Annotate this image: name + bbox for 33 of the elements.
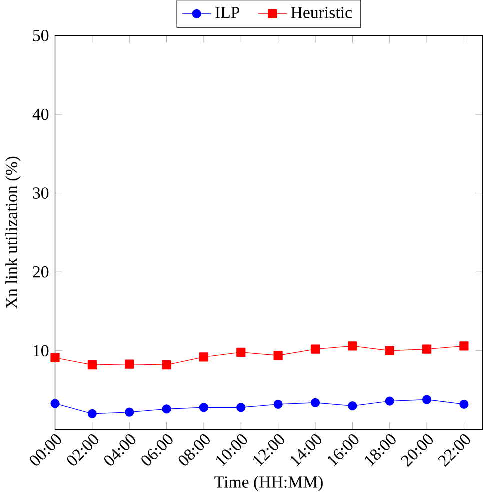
y-tick-label: 10 [34,345,49,357]
y-tick-label: 30 [33,188,49,199]
point [385,346,394,356]
legend-label: ILP [215,7,240,18]
point [236,403,246,412]
point [199,403,208,412]
point [199,352,208,362]
point [162,404,172,414]
point [125,408,134,417]
point [348,401,358,411]
point [236,348,246,358]
point [162,360,172,370]
point [274,351,283,360]
point [310,398,320,408]
y-tick-label: 50 [33,30,49,42]
point [460,400,469,410]
point [310,344,320,354]
y-axis-title: Xn link utilization (%) [6,156,21,309]
point [460,342,469,351]
point [50,353,60,363]
point [422,344,432,354]
point [125,360,134,369]
x-axis-title: Time (HH:MM) [214,476,323,492]
point [88,409,97,418]
point [385,396,394,406]
point [50,399,60,408]
point [88,360,97,370]
point [422,395,432,404]
y-tick-label: 20 [33,266,49,278]
legend-label: Heuristic [291,7,352,18]
y-tick-label: 40 [32,108,49,120]
point [274,400,283,410]
point [348,342,358,351]
